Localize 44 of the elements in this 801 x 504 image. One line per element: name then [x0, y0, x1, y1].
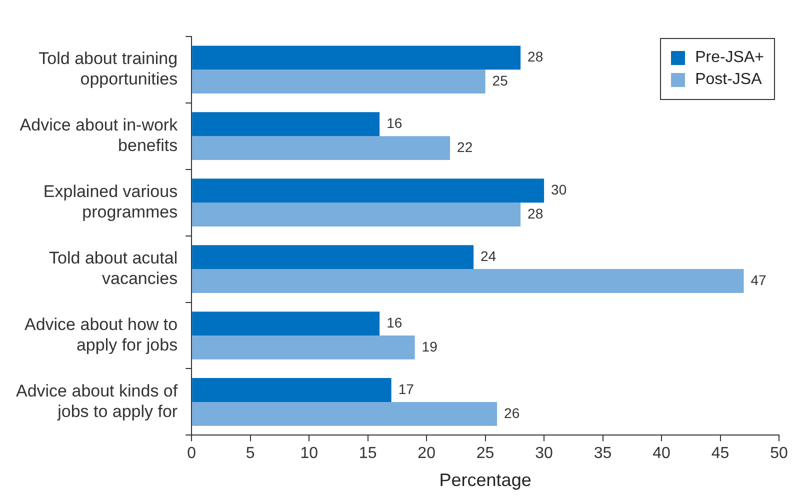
bar	[192, 136, 450, 160]
legend-label: Pre-JSA+	[695, 49, 764, 68]
data-label: 24	[480, 248, 496, 264]
data-label: 28	[528, 205, 544, 222]
y-tick-label: Told about training opportunities	[38, 49, 178, 89]
bar	[192, 336, 415, 360]
x-tick-label: 15	[358, 445, 377, 462]
x-axis-title: Percentage	[439, 470, 532, 490]
bar	[192, 378, 392, 402]
y-tick-label: Advice about how to apply for jobs	[24, 314, 178, 354]
x-tick-label: 25	[476, 445, 494, 462]
data-label: 16	[386, 314, 402, 330]
bar	[192, 202, 521, 226]
x-tick-label: 5	[246, 445, 255, 462]
x-tick-label: 30	[535, 445, 554, 462]
data-label: 17	[398, 380, 414, 397]
data-label: 26	[504, 404, 520, 421]
bar	[192, 178, 544, 203]
bar	[192, 70, 486, 94]
x-tick-label: 40	[652, 445, 671, 462]
x-tick-label: 20	[418, 445, 436, 462]
bar	[192, 112, 380, 136]
data-label: 19	[422, 338, 438, 354]
bar	[192, 46, 521, 70]
bar	[192, 245, 474, 270]
bar	[192, 269, 744, 293]
data-label: 16	[386, 114, 402, 131]
bar	[192, 312, 380, 336]
data-label: 25	[492, 72, 508, 88]
legend-label: Post-JSA	[695, 71, 762, 90]
data-label: 47	[750, 272, 767, 288]
x-tick-label: 45	[711, 445, 730, 462]
y-tick-label: Explained various programmes	[43, 182, 178, 222]
x-tick-label: 10	[300, 445, 318, 462]
data-label: 22	[457, 138, 473, 155]
x-tick-label: 35	[594, 445, 612, 462]
x-tick-label: 50	[770, 445, 788, 462]
data-label: 30	[551, 181, 567, 198]
y-tick-label: Advice about in-work benefits	[20, 116, 178, 155]
y-tick-label: Told about acutal vacancies	[49, 248, 178, 288]
x-tick-label: 0	[187, 445, 196, 462]
y-tick-label: Advice about kinds of jobs to apply for	[16, 381, 178, 421]
data-label: 28	[528, 48, 544, 65]
bar	[192, 402, 498, 426]
